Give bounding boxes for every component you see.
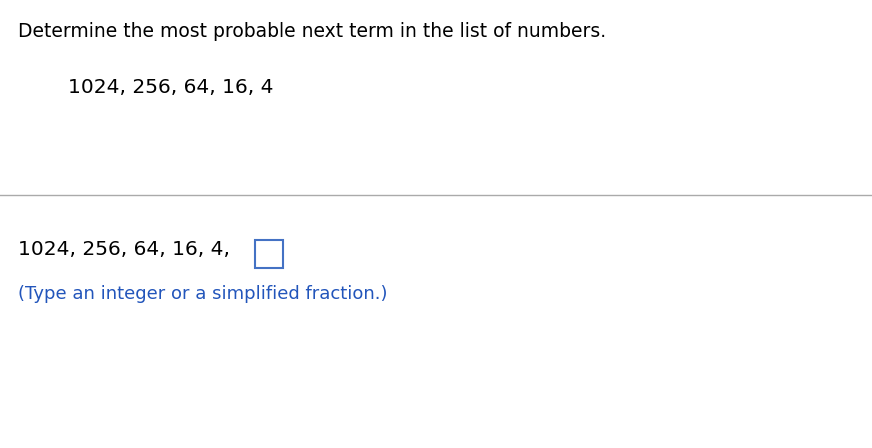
Text: Determine the most probable next term in the list of numbers.: Determine the most probable next term in… [18, 22, 606, 41]
Bar [255, 240, 283, 268]
Text: 1024, 256, 64, 16, 4,: 1024, 256, 64, 16, 4, [18, 240, 230, 259]
Text: (Type an integer or a simplified fraction.): (Type an integer or a simplified fractio… [18, 285, 387, 303]
Text: 1024, 256, 64, 16, 4: 1024, 256, 64, 16, 4 [68, 78, 274, 97]
